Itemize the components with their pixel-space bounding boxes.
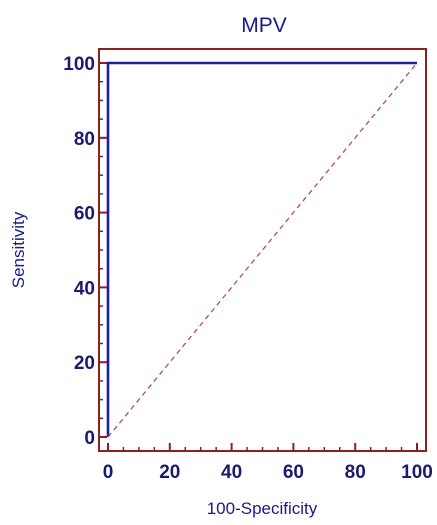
x-tick-label: 0 bbox=[103, 462, 114, 483]
x-tick-label: 20 bbox=[159, 462, 180, 483]
x-tick-label: 100 bbox=[401, 462, 433, 483]
series-group bbox=[106, 61, 418, 438]
x-tick-label: 40 bbox=[221, 462, 242, 483]
reference-diagonal-line bbox=[107, 62, 418, 438]
roc-curve-line bbox=[106, 61, 417, 437]
y-tick-label: 80 bbox=[74, 129, 95, 150]
y-axis: 0 20 40 60 80 100 bbox=[63, 54, 107, 449]
y-tick-label: 100 bbox=[63, 54, 95, 75]
x-axis-label: 100-Specificity bbox=[207, 499, 318, 518]
y-tick-label: 40 bbox=[74, 278, 95, 299]
y-tick-label: 0 bbox=[84, 428, 95, 449]
y-tick-label: 20 bbox=[74, 353, 95, 374]
x-axis: 0 20 40 60 80 100 bbox=[103, 443, 433, 483]
x-tick-label: 60 bbox=[283, 462, 304, 483]
y-axis-label: Sensitivity bbox=[9, 211, 28, 288]
plot-frame bbox=[98, 48, 427, 452]
x-tick-label: 80 bbox=[345, 462, 366, 483]
y-tick-label: 60 bbox=[74, 204, 95, 225]
chart-title: MPV bbox=[241, 14, 287, 37]
